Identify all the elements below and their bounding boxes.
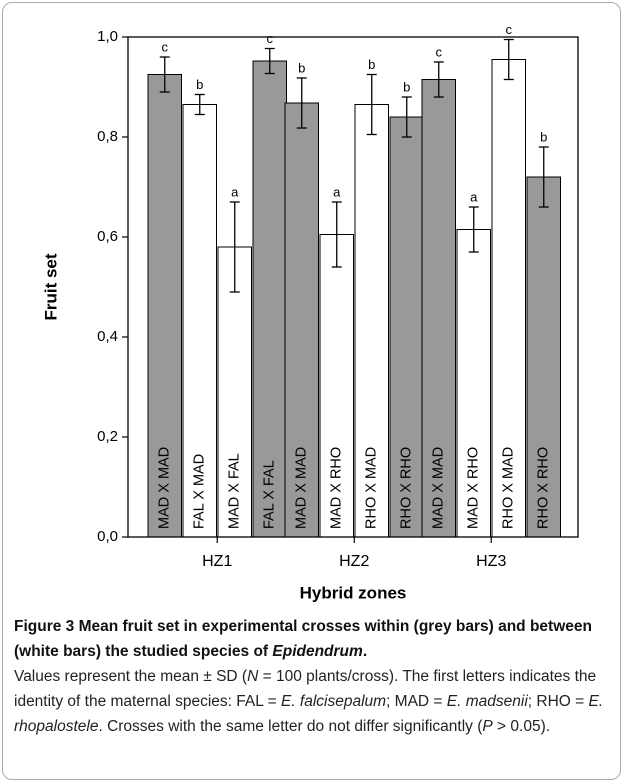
bar (284, 102, 319, 538)
x-axis-label: Hybrid zones (300, 583, 407, 602)
caption-text: E. falcisepalum (280, 693, 387, 710)
significance-letter: b (196, 77, 203, 92)
y-tick-label: 0,2 (97, 428, 118, 445)
y-axis-label: Fruit set (41, 253, 60, 320)
caption-text: ; RHO = (527, 693, 589, 710)
significance-letter: c (506, 22, 513, 37)
caption-text: = 100 plants/cross). The first letters i… (14, 668, 597, 710)
bar-label: MAD X FAL (227, 453, 243, 529)
caption-text: > 0.05). (492, 718, 551, 735)
significance-letter: a (333, 184, 341, 199)
bar-label: RHO X RHO (536, 447, 552, 529)
significance-letter: b (298, 60, 305, 75)
bar (456, 229, 491, 538)
bar-label: RHO X RHO (399, 447, 415, 529)
significance-letter: c (162, 39, 169, 54)
caption: Figure 3 Mean fruit set in experimental … (14, 614, 614, 739)
x-tick-label: HZ1 (202, 553, 232, 570)
bar-label: RHO X MAD (364, 447, 380, 529)
y-tick-label: 1,0 (97, 28, 118, 45)
y-tick-label: 0,4 (97, 328, 118, 345)
bar-label: RHO X MAD (501, 447, 517, 529)
caption-body: Values represent the mean ± SD (N = 100 … (14, 664, 614, 739)
significance-letter: b (368, 57, 375, 72)
bar-label: MAD X RHO (466, 447, 482, 529)
caption-text: . Crosses with the same letter do not di… (98, 718, 483, 735)
significance-letter: a (470, 189, 478, 204)
caption-text: E. rhopalostele (14, 693, 604, 735)
bar-label: MAD X MAD (431, 447, 447, 529)
bar (421, 79, 456, 538)
caption-text: Values represent the mean ± SD ( (14, 668, 248, 685)
caption-text: P (482, 718, 493, 735)
plot-frame (127, 36, 579, 538)
caption-title: Figure 3 Mean fruit set in experimental … (14, 614, 614, 664)
bar-label: MAD X MAD (157, 447, 173, 529)
significance-letter: b (540, 129, 547, 144)
caption-text: . (362, 643, 368, 660)
bar (526, 176, 561, 538)
caption-text: ; MAD = (386, 693, 447, 710)
caption-text: Figure 3 Mean fruit set in experimental … (14, 618, 592, 660)
caption-text: E. madsenii (446, 693, 528, 710)
x-tick-label: HZ2 (339, 553, 369, 570)
significance-letter: b (403, 79, 410, 94)
y-tick-label: 0,6 (97, 228, 118, 245)
significance-letter: a (231, 184, 239, 199)
caption-text: N (247, 668, 259, 685)
significance-letter: c (436, 44, 443, 59)
bar (182, 104, 217, 538)
chart: Fruit set Hybrid zones 0,0 0,2 0,4 0,6 0,8 1,… (41, 22, 579, 602)
bar (319, 234, 354, 538)
x-tick-label: HZ3 (476, 553, 506, 570)
bar (491, 59, 526, 538)
y-tick-label: 0,8 (97, 128, 118, 145)
y-tick-label: 0,0 (97, 528, 118, 545)
significance-letter: c (267, 31, 274, 46)
bar-label: FAL X FAL (262, 460, 278, 529)
bar (389, 116, 424, 538)
bar-label: MAD X MAD (294, 447, 310, 529)
bar-label: FAL X MAD (192, 454, 208, 529)
bar-label: MAD X RHO (329, 447, 345, 529)
caption-text: Epidendrum (272, 643, 363, 660)
